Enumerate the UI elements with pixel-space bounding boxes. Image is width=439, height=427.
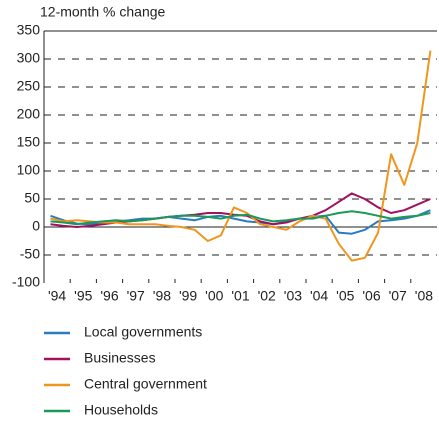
y-tick-label: 250 (17, 78, 41, 94)
series-line (50, 210, 431, 226)
y-tick-label: 50 (24, 190, 40, 206)
y-tick-label: 150 (17, 134, 41, 150)
x-tick-label: '06 (362, 288, 380, 304)
x-tick-label: '95 (74, 288, 92, 304)
y-tick-label: 0 (32, 218, 40, 234)
y-axis-label: 12-month % change (40, 4, 166, 20)
legend-label: Central government (84, 376, 207, 392)
legend-label: Businesses (84, 350, 156, 366)
x-tick-label: '05 (336, 288, 354, 304)
y-tick-label: 300 (17, 50, 41, 66)
y-tick-label: 200 (17, 106, 41, 122)
x-tick-label: '94 (48, 288, 66, 304)
x-tick-label: '96 (100, 288, 118, 304)
x-tick-label: '01 (231, 288, 249, 304)
x-tick-label: '03 (284, 288, 302, 304)
x-tick-label: '02 (258, 288, 276, 304)
x-tick-label: '04 (310, 288, 328, 304)
legend-label: Households (84, 402, 158, 418)
legend-label: Local governments (84, 324, 202, 340)
series-line (50, 50, 432, 262)
y-tick-label: 100 (17, 162, 41, 178)
x-tick-label: '08 (415, 288, 433, 304)
y-tick-label: -100 (12, 274, 40, 290)
x-tick-label: '99 (179, 288, 197, 304)
x-tick-label: '00 (205, 288, 223, 304)
y-tick-label: -50 (20, 246, 40, 262)
x-tick-label: '07 (389, 288, 407, 304)
y-tick-label: 350 (17, 22, 41, 38)
x-tick-label: '98 (153, 288, 171, 304)
x-tick-label: '97 (127, 288, 145, 304)
